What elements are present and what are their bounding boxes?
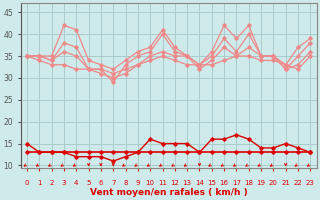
X-axis label: Vent moyen/en rafales ( km/h ): Vent moyen/en rafales ( km/h )	[90, 188, 248, 197]
